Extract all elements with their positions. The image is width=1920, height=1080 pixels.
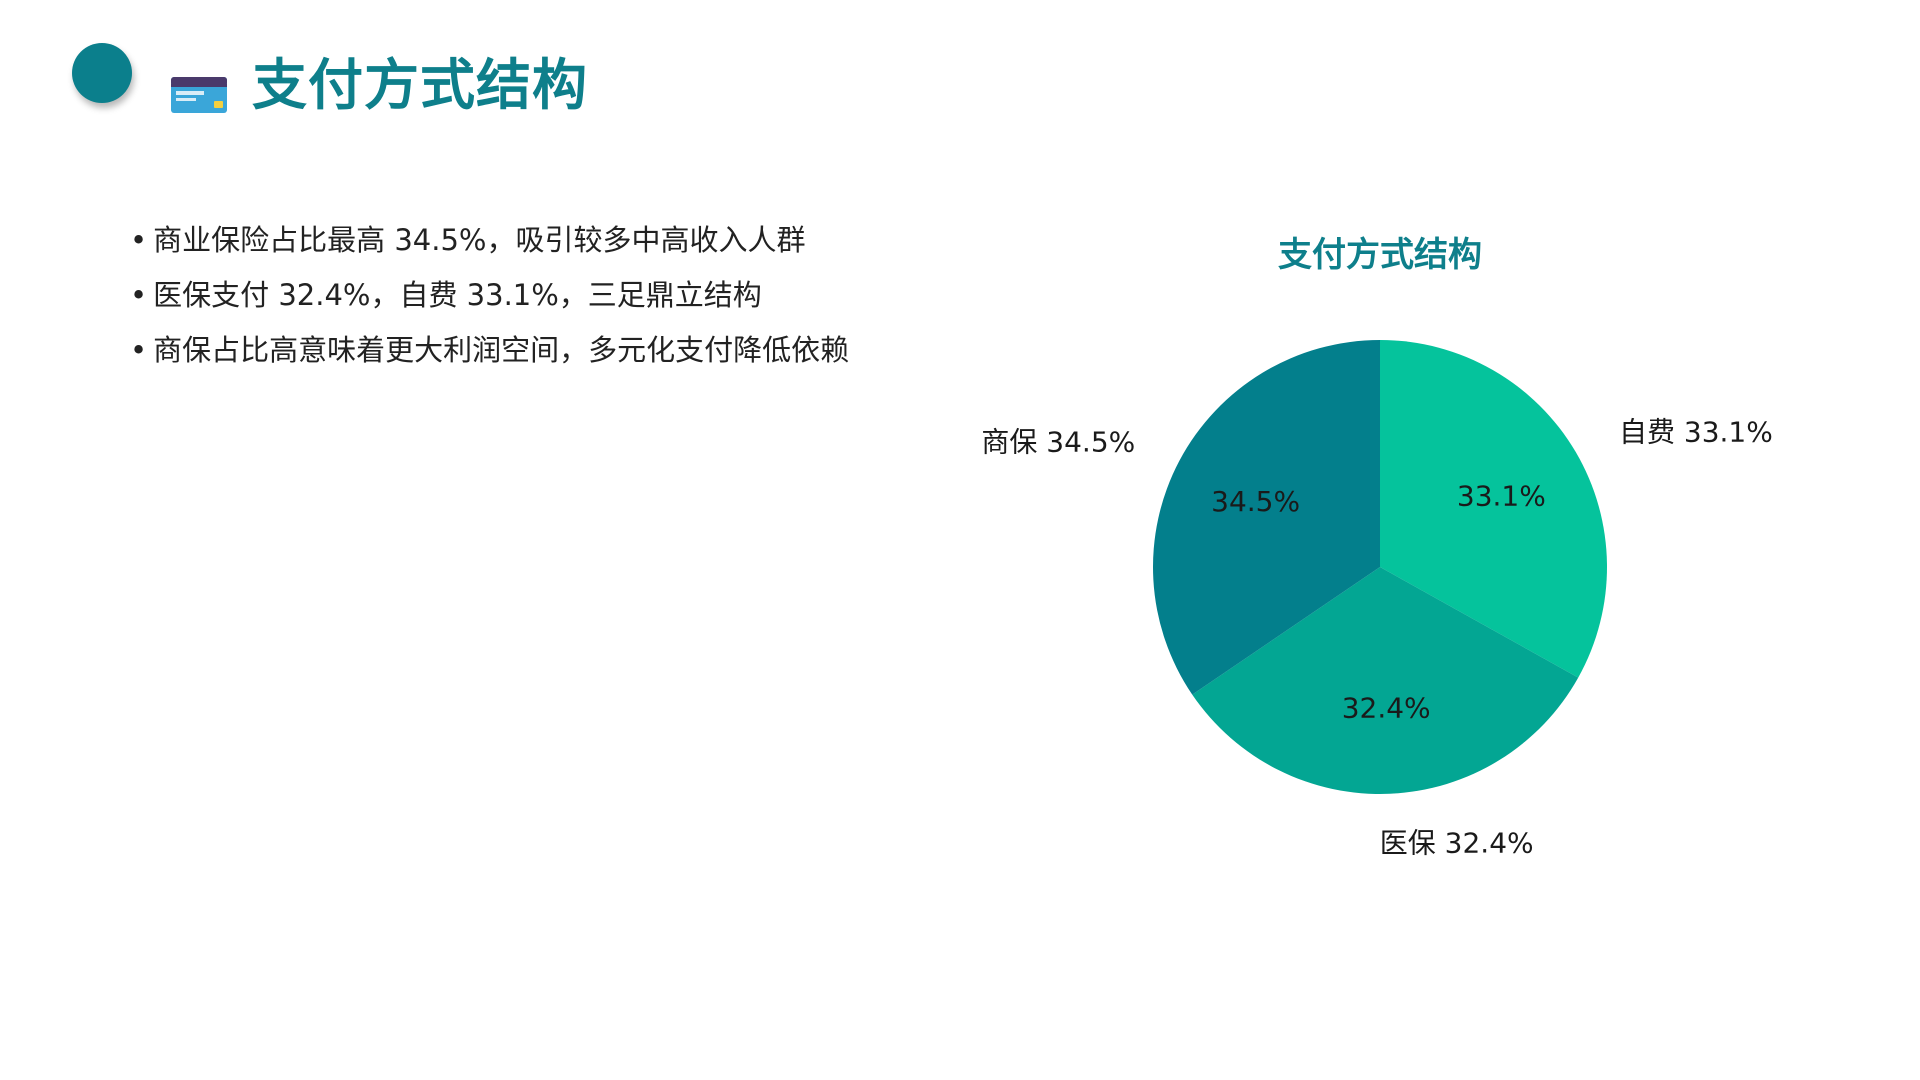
decorative-dot	[72, 43, 132, 103]
slice-category-label: 医保 32.4%	[1380, 827, 1534, 860]
bullet-item: • 商保占比高意味着更大利润空间，多元化支付降低依赖	[130, 333, 850, 367]
chart-title: 支付方式结构	[1278, 235, 1482, 275]
bullet-text: 医保支付 32.4%，自费 33.1%，三足鼎立结构	[153, 278, 762, 312]
slice-data-label: 32.4%	[1342, 692, 1431, 725]
slice-data-label: 34.5%	[1211, 485, 1300, 518]
pie-slice-商保	[1152, 340, 1380, 695]
bullet-text: 商业保险占比最高 34.5%，吸引较多中高收入人群	[153, 223, 806, 257]
page-title: 支付方式结构	[252, 53, 589, 117]
pie-slice-医保	[1192, 567, 1579, 794]
bullet-item: • 商业保险占比最高 34.5%，吸引较多中高收入人群	[130, 223, 806, 257]
bullet-text: 商保占比高意味着更大利润空间，多元化支付降低依赖	[153, 333, 850, 367]
credit-card-icon	[171, 77, 227, 113]
slice-category-label: 自费 33.1%	[1619, 415, 1773, 448]
slice-category-label: 商保 34.5%	[981, 426, 1135, 459]
pie-slice-自费	[1380, 340, 1608, 678]
bullet-list: • 商业保险占比最高 34.5%，吸引较多中高收入人群 • 医保支付 32.4%，自…	[130, 222, 910, 387]
bullet-item: • 医保支付 32.4%，自费 33.1%，三足鼎立结构	[130, 278, 762, 312]
slice-data-label: 33.1%	[1457, 480, 1546, 513]
